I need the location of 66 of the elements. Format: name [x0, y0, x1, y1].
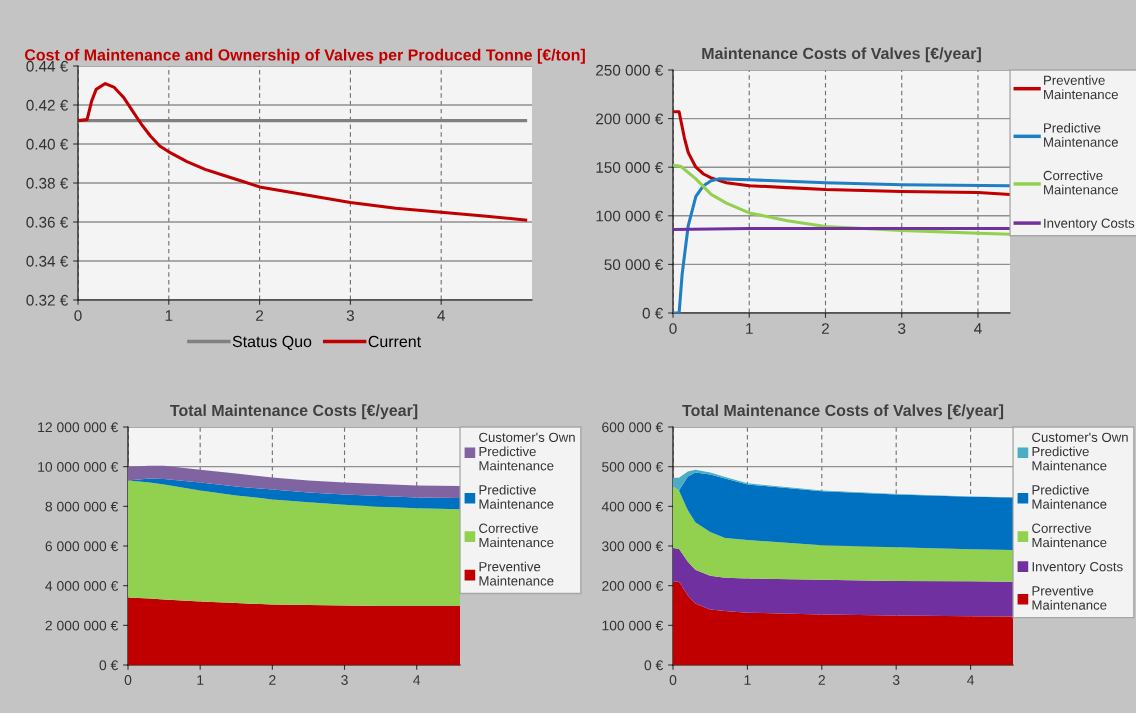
y-tick-label: 10 000 000 € [38, 462, 119, 472]
x-tick-label: 0 [669, 323, 677, 334]
x-tick-label: 1 [746, 323, 753, 334]
legend-label: Status Quo [232, 335, 312, 351]
x-tick-label: 0 [74, 310, 82, 321]
y-tick-label: 600 000 € [602, 422, 664, 433]
y-tick-label: 500 000 € [602, 462, 664, 472]
legend-label: Inventory Costs [1032, 562, 1123, 574]
line-series [78, 82, 528, 222]
legend-label: Predictive Maintenance [1044, 122, 1118, 147]
legend-label: Corrective Maintenance [479, 523, 554, 548]
y-tick-label: 400 000 € [601, 501, 664, 512]
x-tick-label: 0 [124, 675, 132, 685]
x-tick-label: 1 [197, 675, 204, 685]
x-tick-label: 1 [165, 310, 173, 321]
y-tick-label: 250 000 € [596, 64, 664, 76]
line-series [673, 110, 1010, 196]
legend-label: Customer's Own Predictive Maintenance [479, 432, 575, 471]
y-tick-label: 0.42 € [26, 99, 69, 111]
x-tick-label: 3 [341, 675, 348, 685]
x-tick-label: 2 [822, 323, 829, 334]
legend-label: Corrective Maintenance [1032, 523, 1107, 548]
chart-title: Total Maintenance Costs [€/year] [170, 404, 418, 420]
y-tick-label: 150 000 € [596, 162, 664, 173]
y-tick-label: 0.34 € [26, 255, 69, 267]
y-tick-label: 0.36 € [26, 216, 69, 228]
x-tick-label: 2 [256, 310, 264, 321]
y-tick-label: 8 000 000 € [45, 501, 119, 512]
chart-title: Total Maintenance Costs of Valves [€/year] [682, 404, 1004, 420]
legend-label: Predictive Maintenance [479, 484, 554, 509]
x-tick-label: 3 [892, 675, 900, 685]
y-tick-label: 0.32 € [26, 294, 69, 306]
y-tick-label: 12 000 000 € [38, 422, 119, 433]
y-tick-label: 200 000 € [596, 113, 664, 125]
x-tick-label: 4 [967, 675, 975, 685]
y-tick-label: 6 000 000 € [45, 541, 119, 552]
legend-label: Corrective Maintenance [1043, 170, 1118, 195]
chart-title: Maintenance Costs of Valves [€/year] [702, 47, 981, 63]
x-tick-label: 3 [898, 323, 906, 334]
legend-label: Inventory Costs [1044, 218, 1135, 231]
legend-label: Preventive Maintenance [479, 561, 554, 586]
x-tick-label: 2 [818, 675, 825, 685]
y-tick-label: 50 000 € [604, 259, 664, 271]
x-tick-label: 4 [413, 675, 421, 685]
y-tick-label: 4 000 000 € [45, 581, 119, 591]
y-tick-label: 100 000 € [602, 620, 664, 631]
y-tick-label: 0 € [644, 660, 664, 671]
x-tick-label: 1 [744, 675, 751, 685]
x-tick-label: 4 [974, 323, 982, 334]
legend-label: Customer's Own Predictive Maintenance [1032, 432, 1128, 471]
x-tick-label: 2 [269, 675, 276, 685]
y-tick-label: 300 000 € [602, 541, 664, 552]
y-tick-label: 200 000 € [602, 581, 664, 591]
x-tick-label: 0 [669, 675, 677, 685]
x-tick-label: 3 [346, 310, 354, 321]
legend-label: Current [368, 335, 421, 348]
legend-label: Predictive Maintenance [1032, 484, 1107, 509]
legend-label: Preventive Maintenance [1044, 75, 1118, 100]
x-tick-label: 4 [437, 310, 445, 321]
y-tick-label: 0 € [642, 307, 664, 319]
y-tick-label: 0.38 € [26, 177, 69, 189]
y-tick-label: 2 000 000 € [45, 620, 119, 631]
y-tick-label: 0 € [99, 660, 119, 671]
legend-label: Preventive Maintenance [1032, 585, 1107, 610]
y-tick-label: 0.40 € [26, 138, 69, 150]
y-tick-label: 100 000 € [596, 210, 664, 222]
